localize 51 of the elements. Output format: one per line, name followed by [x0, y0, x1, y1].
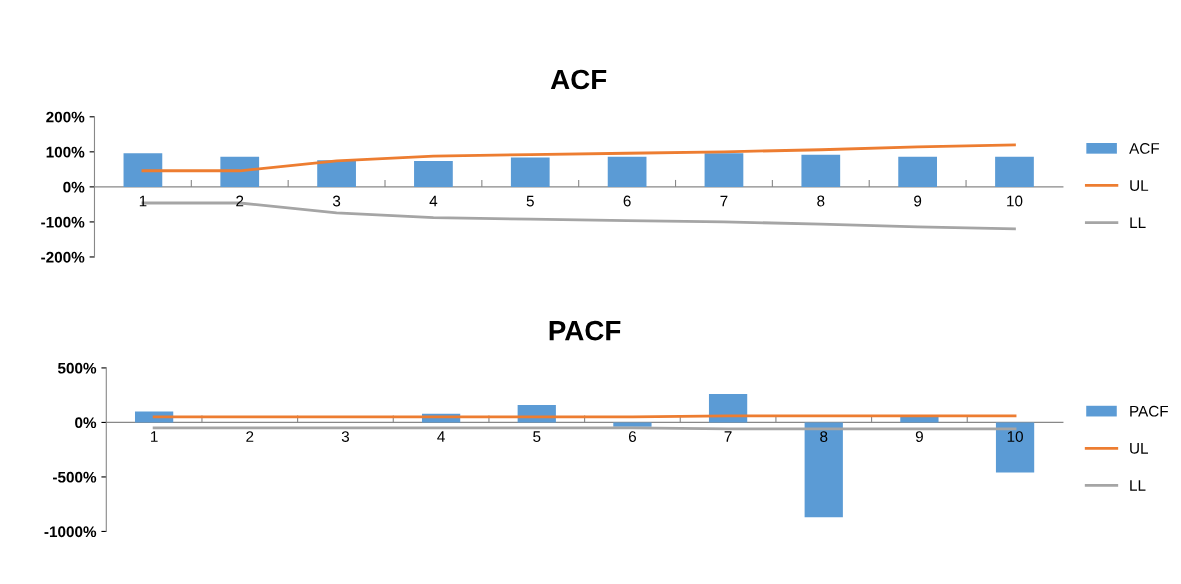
x-tick-label: 10 [1007, 431, 1023, 442]
bar [804, 422, 843, 518]
bar [898, 156, 938, 187]
bar [510, 157, 550, 187]
legend-label: LL [1130, 480, 1146, 491]
x-tick-label: 7 [724, 431, 732, 442]
y-tick-label: 0% [63, 181, 85, 193]
legend-label: PACF [1130, 405, 1168, 417]
x-tick-label: 6 [628, 431, 636, 442]
x-tick-label: 10 [1007, 195, 1023, 207]
bar [607, 156, 647, 187]
x-tick-label: 2 [246, 431, 254, 442]
x-tick-label: 4 [429, 195, 438, 207]
x-tick-label: 2 [236, 195, 244, 207]
x-tick-label: 1 [151, 431, 158, 442]
bar [123, 153, 163, 187]
bar [995, 156, 1034, 187]
y-tick-label: 500% [57, 362, 97, 374]
legend-label: LL [1130, 217, 1146, 228]
legend-label: UL [1130, 443, 1149, 454]
y-tick-label: -100% [41, 216, 85, 228]
x-tick-label: 3 [341, 431, 350, 442]
x-tick-label: 9 [915, 431, 923, 442]
y-tick-label: 200% [46, 111, 85, 123]
bar [220, 156, 260, 187]
y-tick-label: -200% [41, 251, 85, 263]
x-tick-label: 1 [139, 195, 147, 207]
y-tick-label: 0% [75, 417, 97, 429]
x-tick-label: 4 [437, 431, 445, 442]
x-tick-label: 9 [914, 195, 922, 207]
y-tick-label: -500% [53, 471, 97, 483]
x-tick-label: 6 [623, 195, 631, 207]
y-tick-label: 100% [46, 146, 85, 158]
chart-title: ACF [550, 69, 607, 90]
bar [801, 154, 841, 187]
x-tick-label: 3 [332, 195, 341, 207]
legend-label: UL [1130, 180, 1149, 191]
x-tick-label: 8 [817, 195, 825, 207]
bar [995, 422, 1035, 473]
line-series [141, 143, 1016, 173]
bar [900, 416, 939, 423]
bar [414, 160, 453, 187]
y-tick-label: -1000% [44, 526, 97, 538]
x-tick-label: 8 [820, 431, 828, 442]
bar [704, 153, 744, 187]
bar [317, 160, 356, 187]
chart-title: PACF [549, 320, 621, 341]
x-tick-label: 5 [533, 431, 541, 442]
x-tick-label: 7 [720, 195, 728, 207]
x-tick-label: 5 [526, 195, 534, 207]
legend-label: ACF [1129, 143, 1160, 154]
